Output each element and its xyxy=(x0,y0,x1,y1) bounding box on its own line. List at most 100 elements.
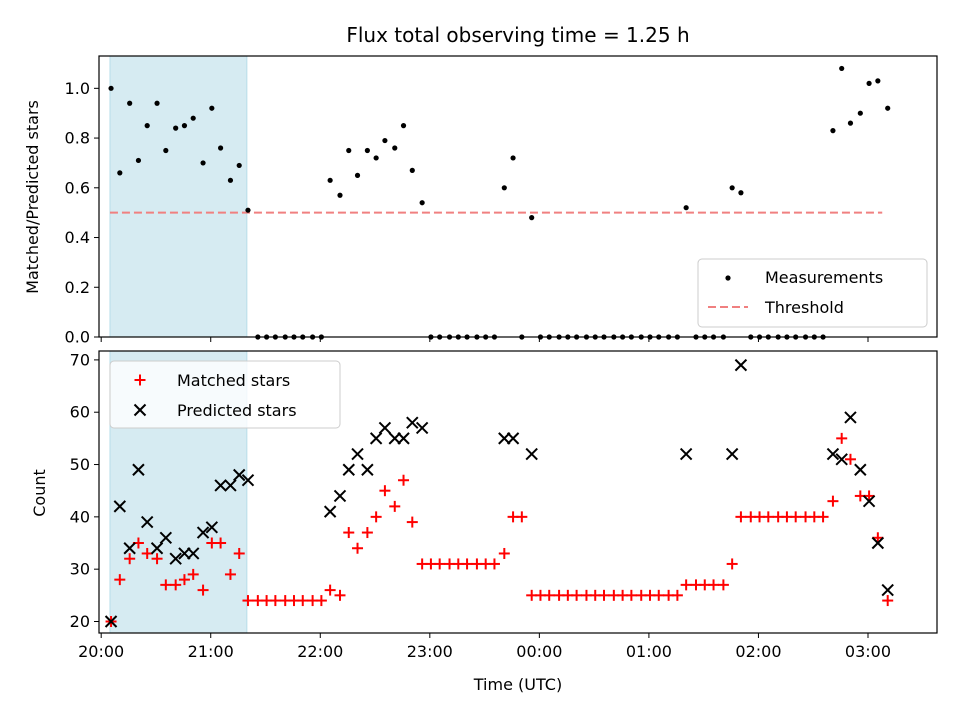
matched-star-marker xyxy=(836,432,848,444)
marker-stroke xyxy=(104,615,118,628)
measurement-point xyxy=(173,125,179,131)
predicted-star-marker xyxy=(224,479,237,492)
marker-stroke xyxy=(388,432,401,445)
top-legend-box xyxy=(697,258,928,328)
predicted-star-marker xyxy=(233,468,246,482)
matched-star-marker xyxy=(297,595,309,607)
bottom-y-axis-label: Count xyxy=(30,469,49,517)
matched-star-marker xyxy=(717,579,729,591)
matched-star-marker xyxy=(488,558,500,570)
matched-star-marker xyxy=(571,589,583,601)
measurement-point xyxy=(354,172,361,178)
predicted-star-marker xyxy=(835,453,848,466)
top-axes-frame xyxy=(98,55,938,338)
marker-stroke xyxy=(159,531,173,544)
top-title: Flux total observing time = 1.25 h xyxy=(346,23,689,47)
marker-stroke xyxy=(498,432,511,445)
matched-star-marker xyxy=(170,579,182,591)
matched-star-marker xyxy=(844,453,856,465)
matched-star-marker xyxy=(215,537,227,549)
matched-star-marker xyxy=(324,584,336,596)
marker-stroke xyxy=(406,416,419,429)
marker-stroke xyxy=(196,526,210,539)
bottom-x-tick-label: 02:00 xyxy=(735,642,781,661)
marker-stroke xyxy=(525,447,538,461)
measurement-point xyxy=(200,160,206,166)
bottom-y-tick-label: 40 xyxy=(70,507,90,526)
measurement-point xyxy=(245,207,251,213)
bottom-x-tick-label: 20:00 xyxy=(78,642,124,661)
measurement-point xyxy=(885,105,891,111)
bottom-legend-box xyxy=(109,360,341,429)
matched-star-marker xyxy=(124,553,136,565)
predicted-star-marker xyxy=(186,547,200,560)
predicted-star-marker xyxy=(133,403,147,417)
legend-threshold-label: Threshold xyxy=(764,298,844,317)
matched-star-marker xyxy=(334,589,346,601)
matched-star-marker xyxy=(726,558,738,570)
matched-star-marker xyxy=(197,584,209,596)
matched-star-marker xyxy=(461,558,473,570)
bottom-x-axis-label: Time (UTC) xyxy=(473,675,562,694)
top-y-tick-label: 0.4 xyxy=(65,228,90,247)
marker-stroke xyxy=(826,447,840,461)
marker-stroke xyxy=(214,479,227,492)
predicted-star-marker xyxy=(132,463,145,476)
matched-star-marker xyxy=(141,547,153,559)
marker-stroke xyxy=(133,403,147,417)
matched-star-marker xyxy=(762,511,774,523)
marker-stroke xyxy=(123,542,136,555)
legend-measurements-label: Measurements xyxy=(765,268,883,287)
matched-star-marker xyxy=(680,579,692,591)
marker-stroke xyxy=(378,421,392,435)
marker-stroke xyxy=(113,500,127,513)
measurement-point xyxy=(227,177,234,183)
legend-matched-label: Matched stars xyxy=(177,371,290,390)
measurement-point xyxy=(154,100,160,106)
measurement-point xyxy=(190,115,196,121)
measurement-point xyxy=(373,155,379,161)
matched-star-marker xyxy=(389,500,401,512)
bottom-y-tick-label: 70 xyxy=(70,350,90,369)
marker-stroke xyxy=(725,447,739,461)
matched-star-marker xyxy=(178,574,190,586)
predicted-star-marker xyxy=(862,494,876,508)
measurement-point xyxy=(529,215,535,221)
marker-stroke xyxy=(186,547,200,560)
measurement-point xyxy=(866,80,872,86)
measurement-point xyxy=(409,167,415,173)
matched-star-marker xyxy=(160,579,172,591)
bottom-y-tick-label: 60 xyxy=(70,403,90,422)
marker-stroke xyxy=(506,432,520,445)
predicted-star-marker xyxy=(159,531,173,544)
bottom-x-tick-label: 21:00 xyxy=(188,642,234,661)
matched-star-marker xyxy=(134,374,146,386)
matched-star-marker xyxy=(224,568,236,580)
measurement-point xyxy=(875,78,881,84)
measurement-point xyxy=(400,123,407,129)
predicted-star-marker xyxy=(361,463,374,476)
marker-stroke xyxy=(862,494,876,508)
marker-stroke xyxy=(169,552,182,565)
predicted-star-marker xyxy=(333,489,347,503)
matched-star-marker xyxy=(863,490,875,502)
matched-star-marker xyxy=(516,511,528,523)
predicted-star-marker xyxy=(734,358,748,372)
measurement-point xyxy=(847,120,854,126)
marker-stroke xyxy=(881,583,894,597)
matched-star-marker xyxy=(187,568,199,580)
matched-star-marker xyxy=(498,547,510,559)
matched-star-marker xyxy=(379,485,391,497)
marker-stroke xyxy=(233,468,246,482)
matched-star-marker xyxy=(872,532,884,544)
marker-stroke xyxy=(241,474,255,487)
matched-star-marker xyxy=(361,527,373,539)
measurement-point xyxy=(857,110,863,116)
marker-stroke xyxy=(323,505,337,518)
top-y-tick-label: 0.0 xyxy=(65,328,90,347)
predicted-star-marker xyxy=(679,447,693,461)
predicted-star-marker xyxy=(150,542,164,555)
bottom-x-tick-label: 01:00 xyxy=(626,642,672,661)
predicted-star-marker xyxy=(351,447,364,461)
